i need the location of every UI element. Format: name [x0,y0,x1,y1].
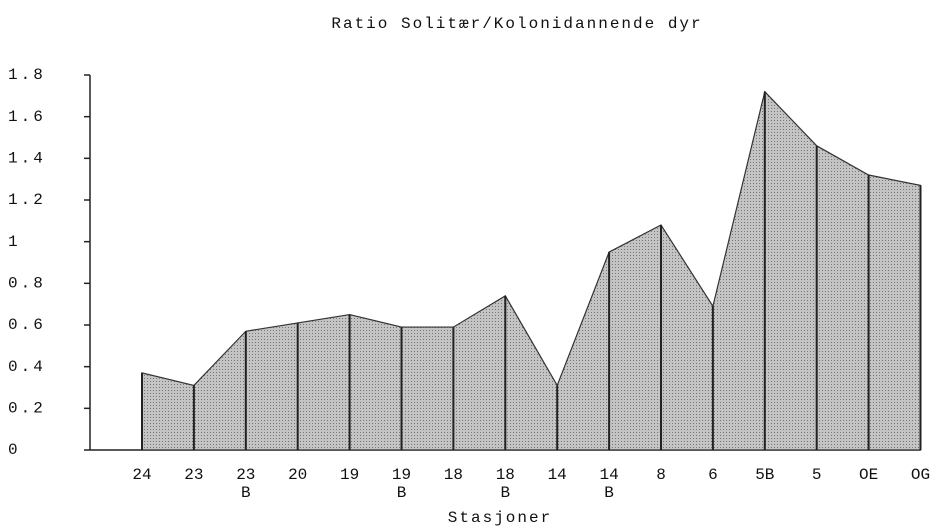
y-tick-label: 1 [8,233,21,251]
x-tick-label: 23 [184,466,204,484]
area [141,90,922,451]
y-tick-label: 1.8 [8,66,46,84]
x-tick-label: 5 [811,466,822,484]
y-tick-label: 0.4 [8,358,46,376]
x-tick-label: OG [910,466,931,484]
y-tick-label: 1.2 [8,191,46,209]
x-tick-label: 18 [443,466,463,484]
x-tick-label: 14 [547,466,567,484]
x-tick-label: 14 B [599,466,619,502]
x-tick-label: 8 [656,466,666,484]
x-tick-label: 19 B [391,466,412,502]
y-tick-label: 0.6 [8,316,46,334]
y-tick-label: 1.6 [8,108,46,126]
chart-title: Ratio Solitær/Kolonidannende dyr [331,15,702,33]
x-tick-label: 19 [339,466,360,484]
x-tick-label: 23 B [236,466,256,502]
y-tick-label: 0.8 [8,275,46,293]
y-tick-label: 0.2 [8,400,46,418]
x-tick-label: OE [858,466,879,484]
y-tick-label: 0 [8,441,21,459]
x-tick-label: 18 B [495,466,515,502]
x-axis-label: Stasjoner [448,509,552,527]
y-tick-label: 1.4 [8,150,46,168]
x-tick-label: 5B [755,466,775,484]
x-tick-label: 20 [288,466,308,484]
x-tick-label: 24 [132,466,152,484]
x-tick-label: 6 [708,466,718,484]
